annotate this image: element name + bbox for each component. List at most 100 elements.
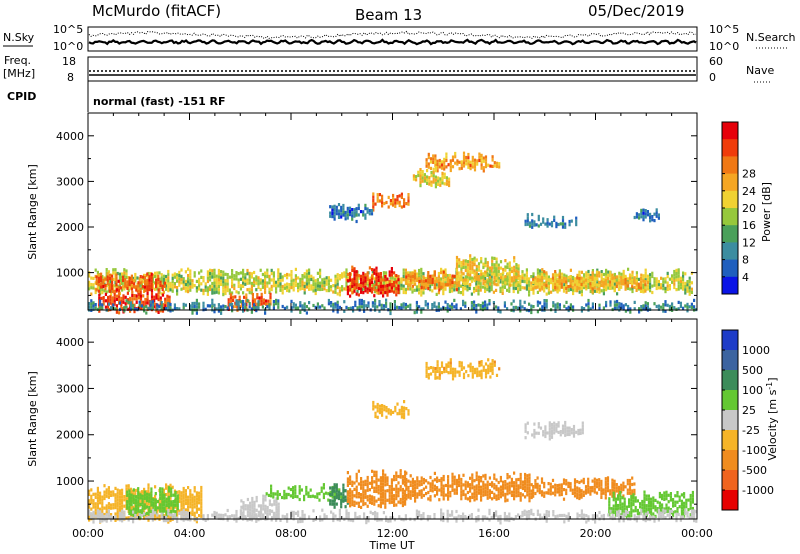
velocity-echo-cell [593, 484, 596, 488]
power-echo-cell [684, 285, 687, 289]
power-echo-cell [473, 161, 477, 165]
power-echo-cell [644, 268, 647, 272]
power-echo-cell [464, 287, 467, 291]
velocity-echo-cell [652, 512, 655, 516]
velocity-echo-cell [460, 497, 463, 501]
power-echo-cell [398, 306, 401, 310]
velocity-echo-cell [368, 500, 371, 505]
power-echo-cell [504, 265, 507, 269]
velocity-echo-cell [513, 487, 516, 491]
velocity-echo-cell [143, 510, 146, 514]
power-echo-cell [385, 305, 388, 309]
velocity-echo-region [425, 358, 501, 381]
velocity-echo-cell [169, 496, 172, 500]
velocity-echo-cell [524, 495, 527, 499]
velocity-echo-cell [676, 500, 679, 504]
velocity-echo-cell [425, 361, 428, 366]
power-colorbar-swatch [722, 122, 738, 140]
power-echo-cell [398, 194, 401, 198]
velocity-echo-cell [508, 475, 511, 479]
power-echo-cell [595, 283, 599, 287]
velocity-echo-cell [515, 481, 518, 485]
velocity-echo-cell [156, 506, 160, 510]
power-echo-cell [345, 287, 348, 291]
power-echo-cell [323, 306, 326, 310]
power-echo-cell [427, 271, 430, 275]
velocity-echo-cell [409, 490, 412, 494]
velocity-echo-cell [132, 492, 135, 496]
power-echo-cell [387, 195, 390, 199]
velocity-echo-cell [442, 490, 445, 495]
velocity-echo-cell [376, 415, 379, 419]
velocity-echo-cell [407, 492, 410, 496]
freq-label: Freq. [4, 54, 31, 67]
power-echo-cell [580, 286, 583, 290]
power-echo-cell [303, 284, 306, 289]
power-echo-cell [416, 277, 419, 281]
power-echo-cell [572, 305, 575, 309]
power-echo-cell [127, 285, 130, 289]
velocity-echo-cell [489, 362, 492, 366]
power-echo-cell [231, 302, 234, 306]
velocity-echo-region [532, 476, 636, 501]
power-echo-cell [515, 272, 518, 276]
velocity-echo-cell [271, 516, 274, 520]
power-echo-cell [495, 164, 499, 169]
power-echo-cell [690, 271, 693, 275]
velocity-echo-cell [96, 506, 99, 510]
velocity-echo-cell [333, 491, 336, 495]
velocity-echo-cell [193, 502, 196, 506]
velocity-echo-cell [346, 483, 349, 487]
power-echo-cell [523, 286, 526, 290]
velocity-echo-cell [658, 504, 661, 508]
power-echo-cell [558, 269, 561, 273]
power-echo-cell [118, 292, 121, 296]
power-echo-cell [615, 275, 618, 279]
velocity-echo-cell [331, 489, 334, 493]
velocity-echo-cell [137, 487, 140, 491]
velocity-echo-cell [676, 507, 679, 511]
power-echo-cell [477, 289, 480, 293]
velocity-echo-cell [634, 509, 637, 513]
power-echo-cell [144, 297, 147, 302]
velocity-echo-cell [680, 493, 683, 497]
velocity-echo-cell [528, 489, 531, 493]
power-echo-cell [163, 284, 166, 288]
power-echo-cell [600, 273, 603, 277]
velocity-echo-cell [519, 479, 522, 483]
power-echo-cell [462, 303, 465, 307]
power-echo-cell [301, 280, 304, 284]
power-echo-cell [486, 278, 489, 282]
velocity-echo-cell [193, 495, 196, 499]
power-echo-cell [316, 281, 319, 285]
power-echo-cell [578, 290, 581, 294]
velocity-echo-cell [576, 489, 579, 493]
power-echo-cell [606, 277, 610, 281]
velocity-echo-cell [96, 496, 99, 500]
velocity-echo-cell [193, 486, 196, 490]
velocity-echo-cell [246, 510, 249, 514]
power-echo-cell [445, 179, 448, 183]
power-echo-cell [323, 287, 326, 291]
velocity-echo-cell [246, 504, 249, 508]
power-echo-cell [583, 273, 586, 277]
power-echo-cell [486, 272, 489, 276]
power-echo-cell [265, 299, 268, 303]
velocity-echo-cell [121, 495, 124, 499]
velocity-echo-cell [399, 488, 402, 492]
velocity-echo-cell [195, 494, 198, 498]
power-echo-cell [584, 281, 588, 286]
power-echo-cell [189, 282, 192, 286]
power-echo-cell [677, 307, 680, 311]
velocity-echo-cell [145, 495, 149, 499]
power-echo-cell [427, 274, 430, 278]
power-echo-cell [508, 264, 511, 268]
power-echo-cell [585, 303, 588, 307]
velocity-echo-cell [530, 492, 533, 496]
power-echo-cell [563, 273, 566, 277]
power-echo-cell [160, 292, 163, 296]
power-echo-cell [425, 285, 428, 289]
power-echo-cell [649, 219, 652, 223]
power-echo-cell [178, 307, 181, 311]
power-echo-cell [432, 157, 435, 161]
